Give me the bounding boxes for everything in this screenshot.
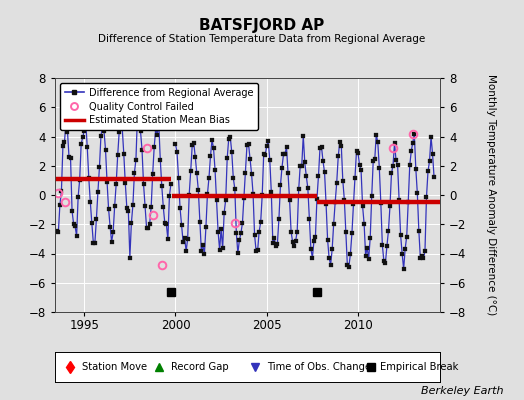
- Y-axis label: Monthly Temperature Anomaly Difference (°C): Monthly Temperature Anomaly Difference (…: [486, 74, 496, 316]
- Text: Difference of Station Temperature Data from Regional Average: Difference of Station Temperature Data f…: [99, 34, 425, 44]
- Text: Station Move: Station Move: [82, 362, 147, 372]
- Text: Empirical Break: Empirical Break: [380, 362, 459, 372]
- Text: Record Gap: Record Gap: [170, 362, 228, 372]
- Text: Berkeley Earth: Berkeley Earth: [421, 386, 503, 396]
- Legend: Difference from Regional Average, Quality Control Failed, Estimated Station Mean: Difference from Regional Average, Qualit…: [60, 83, 258, 130]
- Text: BATSFJORD AP: BATSFJORD AP: [199, 18, 325, 33]
- Text: Time of Obs. Change: Time of Obs. Change: [267, 362, 371, 372]
